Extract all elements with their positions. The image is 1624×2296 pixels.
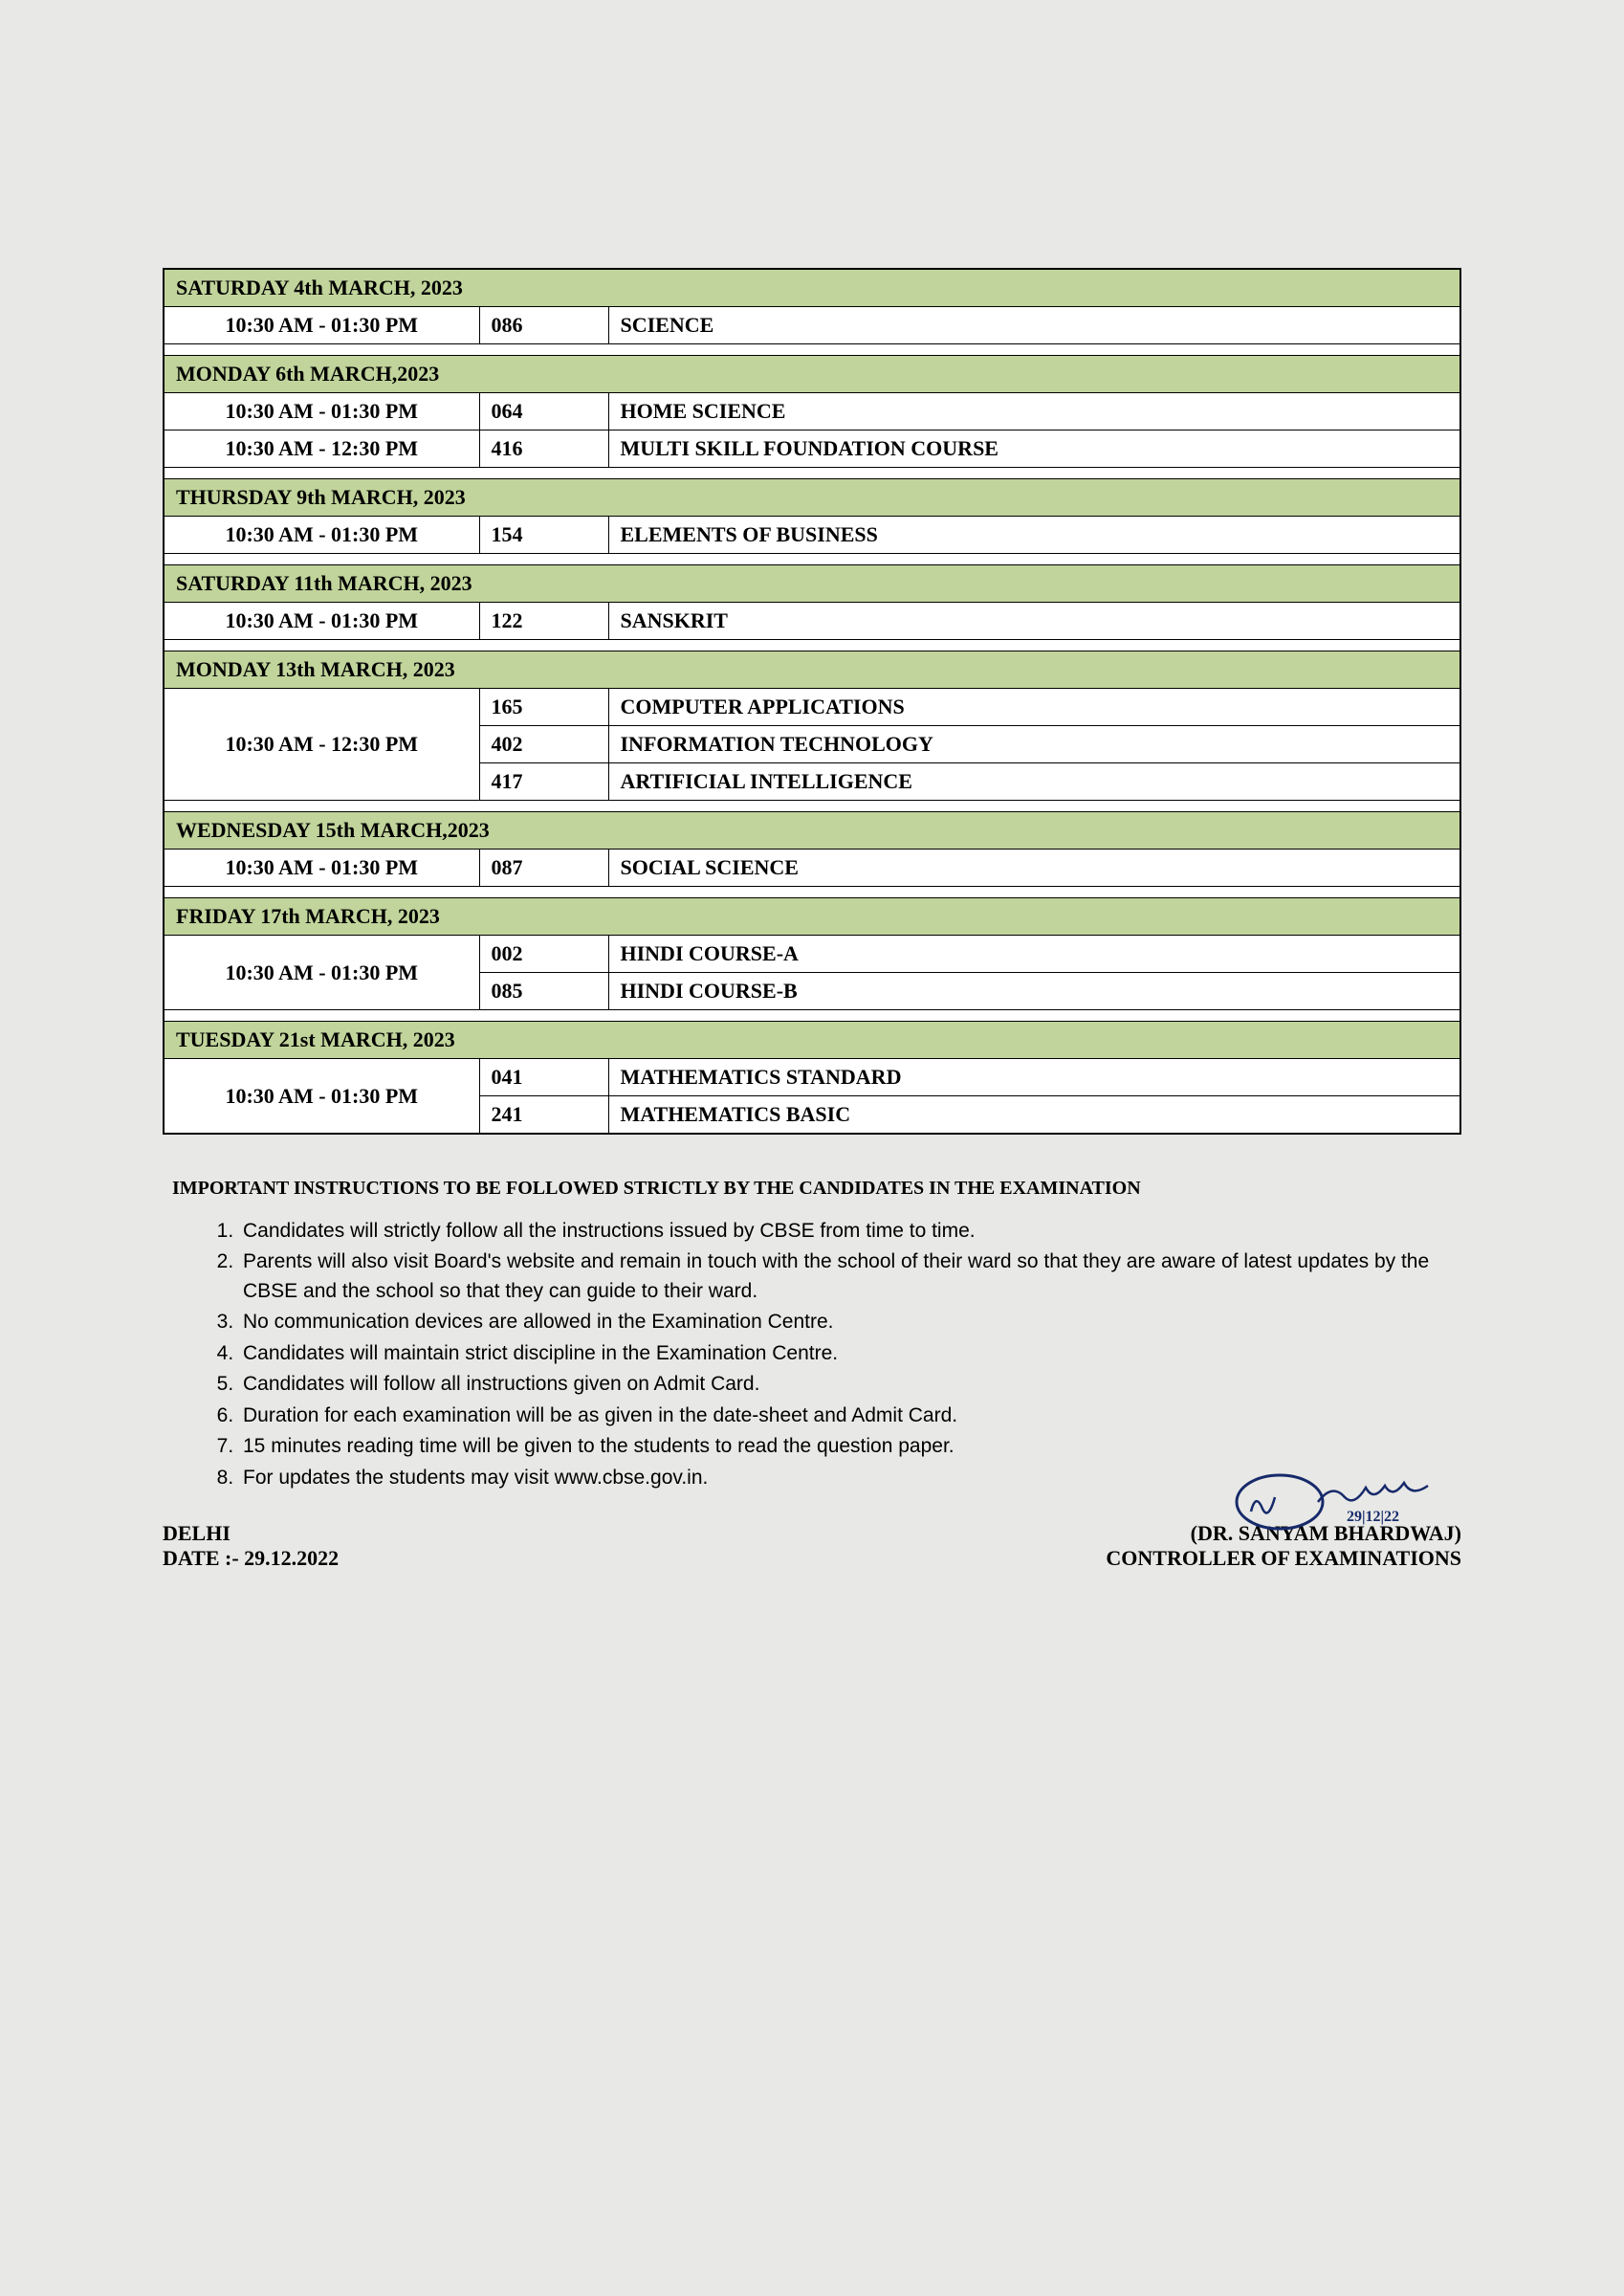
code-cell: 002	[479, 936, 608, 973]
code-cell: 417	[479, 763, 608, 801]
instruction-item: Candidates will follow all instructions …	[239, 1370, 1461, 1399]
time-cell: 10:30 AM - 01:30 PM	[164, 517, 479, 554]
code-cell: 085	[479, 973, 608, 1010]
time-cell: 10:30 AM - 01:30 PM	[164, 936, 479, 1010]
day-header: MONDAY 6th MARCH,2023	[164, 356, 1460, 393]
time-cell: 10:30 AM - 01:30 PM	[164, 393, 479, 430]
code-cell: 241	[479, 1096, 608, 1135]
instruction-item: Candidates will maintain strict discipli…	[239, 1339, 1461, 1368]
footer-right: 29|12|22 (DR. SANYAM BHARDWAJ) CONTROLLE…	[1106, 1521, 1461, 1571]
code-cell: 416	[479, 430, 608, 468]
table-row: 10:30 AM - 01:30 PM154ELEMENTS OF BUSINE…	[164, 517, 1460, 554]
code-cell: 064	[479, 393, 608, 430]
instructions-heading: IMPORTANT INSTRUCTIONS TO BE FOLLOWED ST…	[163, 1178, 1461, 1200]
subject-cell: ARTIFICIAL INTELLIGENCE	[608, 763, 1460, 801]
document-footer: DELHI DATE :- 29.12.2022 29|12|22 (DR. S…	[163, 1521, 1461, 1571]
spacer-row	[164, 801, 1460, 812]
time-cell: 10:30 AM - 12:30 PM	[164, 430, 479, 468]
subject-cell: SCIENCE	[608, 307, 1460, 344]
table-row: 10:30 AM - 01:30 PM122SANSKRIT	[164, 603, 1460, 640]
day-header: SATURDAY 11th MARCH, 2023	[164, 565, 1460, 603]
instructions-list: Candidates will strictly follow all the …	[163, 1217, 1461, 1492]
instruction-item: No communication devices are allowed in …	[239, 1308, 1461, 1336]
subject-cell: SANSKRIT	[608, 603, 1460, 640]
subject-cell: HINDI COURSE-A	[608, 936, 1460, 973]
instruction-item: Duration for each examination will be as…	[239, 1402, 1461, 1430]
subject-cell: HOME SCIENCE	[608, 393, 1460, 430]
table-row: 10:30 AM - 12:30 PM165COMPUTER APPLICATI…	[164, 689, 1460, 726]
time-cell: 10:30 AM - 01:30 PM	[164, 1059, 479, 1135]
spacer-row	[164, 468, 1460, 479]
spacer-row	[164, 554, 1460, 565]
spacer-row	[164, 887, 1460, 898]
code-cell: 154	[479, 517, 608, 554]
signature-mark: 29|12|22	[1203, 1468, 1433, 1535]
subject-cell: MATHEMATICS BASIC	[608, 1096, 1460, 1135]
code-cell: 122	[479, 603, 608, 640]
code-cell: 041	[479, 1059, 608, 1096]
table-row: 10:30 AM - 01:30 PM087SOCIAL SCIENCE	[164, 850, 1460, 887]
table-row: 10:30 AM - 01:30 PM064HOME SCIENCE	[164, 393, 1460, 430]
day-header: FRIDAY 17th MARCH, 2023	[164, 898, 1460, 936]
subject-cell: MULTI SKILL FOUNDATION COURSE	[608, 430, 1460, 468]
spacer-row	[164, 344, 1460, 356]
subject-cell: COMPUTER APPLICATIONS	[608, 689, 1460, 726]
day-header: SATURDAY 4th MARCH, 2023	[164, 269, 1460, 307]
place: DELHI	[163, 1521, 339, 1546]
table-row: 10:30 AM - 12:30 PM416MULTI SKILL FOUNDA…	[164, 430, 1460, 468]
time-cell: 10:30 AM - 01:30 PM	[164, 850, 479, 887]
day-header: MONDAY 13th MARCH, 2023	[164, 651, 1460, 689]
table-row: 10:30 AM - 01:30 PM002HINDI COURSE-A	[164, 936, 1460, 973]
instruction-item: Parents will also visit Board's website …	[239, 1247, 1461, 1306]
date: DATE :- 29.12.2022	[163, 1546, 339, 1571]
table-row: 10:30 AM - 01:30 PM041MATHEMATICS STANDA…	[164, 1059, 1460, 1096]
instruction-item: 15 minutes reading time will be given to…	[239, 1432, 1461, 1461]
day-header: TUESDAY 21st MARCH, 2023	[164, 1022, 1460, 1059]
footer-left: DELHI DATE :- 29.12.2022	[163, 1521, 339, 1571]
code-cell: 087	[479, 850, 608, 887]
day-header: WEDNESDAY 15th MARCH,2023	[164, 812, 1460, 850]
subject-cell: INFORMATION TECHNOLOGY	[608, 726, 1460, 763]
time-cell: 10:30 AM - 12:30 PM	[164, 689, 479, 801]
subject-cell: ELEMENTS OF BUSINESS	[608, 517, 1460, 554]
day-header: THURSDAY 9th MARCH, 2023	[164, 479, 1460, 517]
code-cell: 165	[479, 689, 608, 726]
table-row: 10:30 AM - 01:30 PM086SCIENCE	[164, 307, 1460, 344]
time-cell: 10:30 AM - 01:30 PM	[164, 307, 479, 344]
code-cell: 402	[479, 726, 608, 763]
subject-cell: HINDI COURSE-B	[608, 973, 1460, 1010]
instruction-item: Candidates will strictly follow all the …	[239, 1217, 1461, 1246]
exam-schedule-table: SATURDAY 4th MARCH, 202310:30 AM - 01:30…	[163, 268, 1461, 1135]
time-cell: 10:30 AM - 01:30 PM	[164, 603, 479, 640]
spacer-row	[164, 640, 1460, 651]
signatory-title: CONTROLLER OF EXAMINATIONS	[1106, 1546, 1461, 1571]
spacer-row	[164, 1010, 1460, 1022]
subject-cell: SOCIAL SCIENCE	[608, 850, 1460, 887]
subject-cell: MATHEMATICS STANDARD	[608, 1059, 1460, 1096]
code-cell: 086	[479, 307, 608, 344]
svg-text:29|12|22: 29|12|22	[1347, 1509, 1399, 1525]
